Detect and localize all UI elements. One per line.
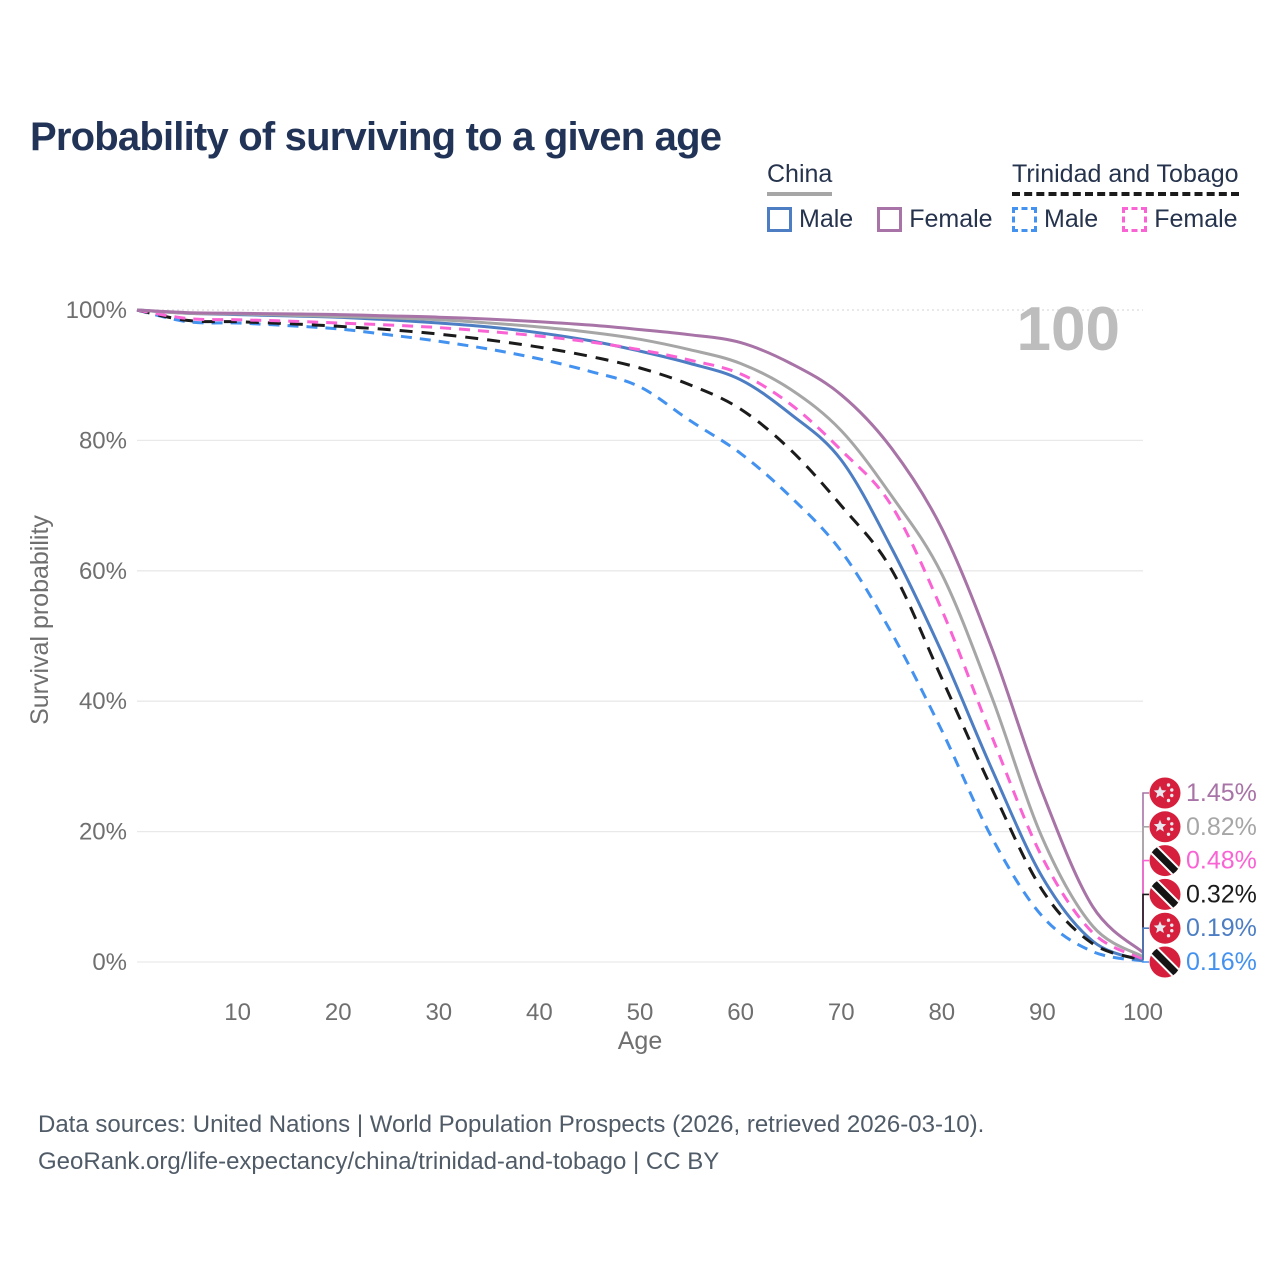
trinidad-and-tobago-flag-icon xyxy=(1149,946,1181,978)
y-tick-label-60: 60% xyxy=(79,558,127,585)
china-flag-icon xyxy=(1149,777,1181,809)
end-connector-tt-male xyxy=(1142,960,1149,963)
legend-swatch-china-male xyxy=(767,207,792,232)
end-value-label-tt-both: 0.32% xyxy=(1186,880,1257,908)
chart-footer: Data sources: United Nations | World Pop… xyxy=(38,1106,984,1180)
x-tick-label-60: 60 xyxy=(727,999,754,1026)
end-value-label-china-female: 1.45% xyxy=(1186,779,1257,807)
legend-item-tt-female[interactable]: Female xyxy=(1122,205,1238,234)
legend-swatch-tt-female xyxy=(1122,207,1148,232)
end-value-label-tt-male: 0.16% xyxy=(1186,948,1257,976)
legend-label-china-female: Female xyxy=(909,205,993,233)
end-connector-tt-both xyxy=(1142,893,1149,960)
legend-item-china-female[interactable]: Female xyxy=(877,205,993,234)
trinidad-and-tobago-flag-icon xyxy=(1149,845,1181,877)
end-connector-tt-female xyxy=(1142,859,1149,959)
legend-header-china: China xyxy=(767,160,833,196)
series-line-tt-male xyxy=(136,308,1144,963)
series-line-china-both xyxy=(136,308,1144,959)
end-connector-china-both xyxy=(1142,826,1149,957)
series-line-tt-both xyxy=(136,308,1144,962)
x-tick-label-40: 40 xyxy=(526,999,553,1026)
x-tick-label-90: 90 xyxy=(1029,999,1056,1026)
y-tick-label-0: 0% xyxy=(92,949,127,976)
x-tick-label-100: 100 xyxy=(1123,999,1163,1026)
page-title: Probability of surviving to a given age xyxy=(30,114,722,159)
end-connector-china-male xyxy=(1142,927,1149,961)
x-tick-label-30: 30 xyxy=(425,999,452,1026)
x-axis-title: Age xyxy=(618,1027,662,1055)
china-flag-icon xyxy=(1149,912,1181,944)
legend-label-china-male: Male xyxy=(799,205,854,233)
end-value-label-china-both: 0.82% xyxy=(1186,813,1257,841)
source-url-text[interactable]: GeoRank.org/life-expectancy/china/trinid… xyxy=(38,1148,720,1175)
y-tick-label-100: 100% xyxy=(66,297,127,324)
china-flag-icon xyxy=(1149,811,1181,843)
x-tick-label-80: 80 xyxy=(928,999,955,1026)
y-tick-label-80: 80% xyxy=(79,427,127,454)
legend-header-trinidad-and-tobago: Trinidad and Tobago xyxy=(1012,160,1239,196)
y-tick-label-20: 20% xyxy=(79,819,127,846)
end-value-label-china-male: 0.19% xyxy=(1186,914,1257,942)
legend-item-tt-male[interactable]: Male xyxy=(1012,205,1098,234)
age-indicator-watermark: 100 xyxy=(1016,295,1120,364)
series-line-china-female xyxy=(136,308,1145,954)
x-tick-label-50: 50 xyxy=(627,999,654,1026)
x-tick-label-20: 20 xyxy=(325,999,352,1026)
legend-swatch-tt-male xyxy=(1012,207,1037,232)
x-tick-label-10: 10 xyxy=(224,999,251,1026)
y-tick-label-40: 40% xyxy=(79,688,127,715)
y-axis-title: Survival probability xyxy=(26,515,54,725)
data-sources-text: Data sources: United Nations | World Pop… xyxy=(38,1111,985,1138)
x-tick-label-70: 70 xyxy=(828,999,855,1026)
series-line-china-male xyxy=(136,308,1144,963)
legend-swatch-china-female xyxy=(877,207,903,232)
legend-group-china: China Male Female xyxy=(767,160,993,234)
legend-group-trinidad-and-tobago: Trinidad and Tobago Male Female xyxy=(1012,160,1239,234)
trinidad-and-tobago-flag-icon xyxy=(1149,878,1181,910)
end-value-label-tt-female: 0.48% xyxy=(1186,847,1257,875)
legend-label-tt-male: Male xyxy=(1044,205,1099,233)
series-line-tt-female xyxy=(136,308,1144,961)
legend-label-tt-female: Female xyxy=(1154,205,1238,233)
legend-item-china-male[interactable]: Male xyxy=(767,205,853,234)
